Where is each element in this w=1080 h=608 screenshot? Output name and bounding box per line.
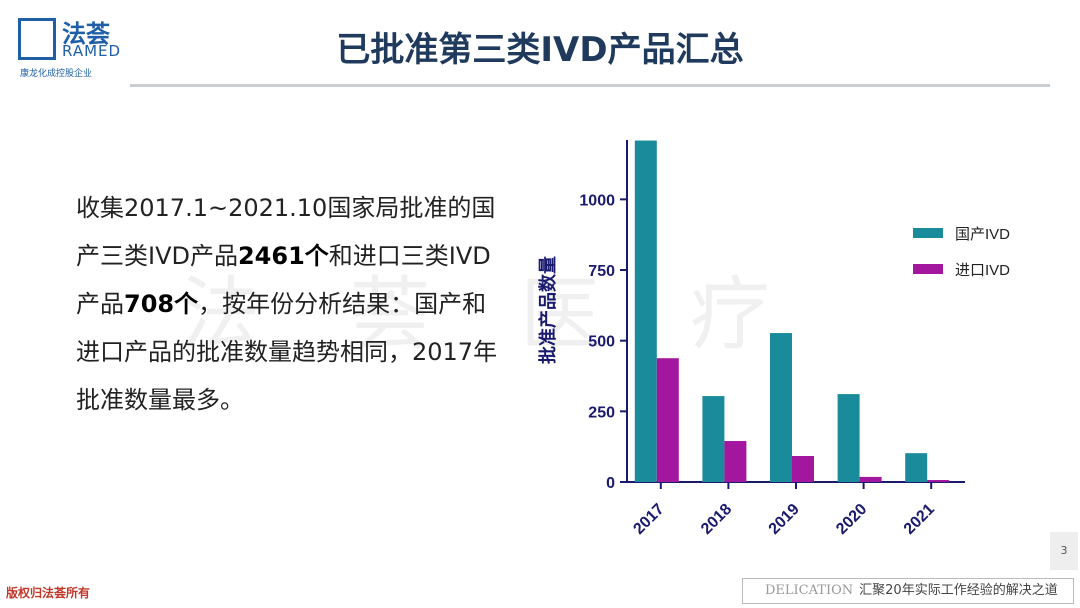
title-rule — [130, 84, 1050, 87]
text: ，按年份分析结果：国产和进口产品的批准数量趋势相同，2017年批准数量最多。 — [76, 290, 498, 414]
page-number: 3 — [1050, 532, 1078, 570]
bar — [905, 453, 928, 482]
y-axis-label: 批准产品数量 — [537, 256, 558, 364]
bar — [770, 333, 792, 482]
watermark: 法荟医疗 — [180, 268, 860, 361]
logo-text: 法荟 — [62, 20, 110, 48]
legend-swatch — [913, 228, 943, 238]
copyright: 版权归法荟所有 — [6, 586, 91, 600]
bar — [792, 455, 814, 482]
bar — [656, 358, 679, 482]
brand: DELICATION — [765, 583, 854, 598]
highlight: 2461个 — [237, 242, 329, 270]
logo-mark — [18, 18, 56, 60]
y-tick-label: 1000 — [579, 192, 615, 209]
x-tick-label: 2019 — [766, 501, 803, 538]
y-tick-label: 500 — [588, 334, 615, 351]
footer-banner: DELICATION 汇聚20年实际工作经验的解决之道 — [742, 578, 1074, 604]
y-tick-label: 0 — [606, 475, 615, 492]
logo-text: RAMED — [62, 42, 122, 60]
highlight: 708个 — [124, 290, 199, 318]
x-tick-label: 2021 — [901, 501, 938, 538]
legend-swatch — [913, 264, 943, 274]
x-tick-label: 2018 — [698, 501, 735, 538]
bar — [859, 476, 882, 482]
text: 和进口三类IVD产品 — [76, 242, 491, 318]
slide-title: 已批准第三类IVD产品汇总 — [336, 30, 744, 70]
y-tick-label: 250 — [588, 404, 615, 421]
summary-text: 收集2017.1~2021.10国家局批准的国产三类IVD产品2461个和进口三… — [76, 184, 506, 424]
bar — [837, 394, 860, 482]
bar — [702, 396, 725, 482]
slogan: 汇聚20年实际工作经验的解决之道 — [859, 583, 1058, 598]
bar — [724, 441, 747, 482]
legend-label: 国产IVD — [955, 226, 1010, 243]
chart: 批准产品数量 0 250 500 750 1000 2017 2018 2019 2020 202… — [537, 140, 1010, 538]
logo-subtitle: 康龙化成控股企业 — [20, 69, 93, 79]
bar — [927, 480, 950, 482]
bar — [634, 140, 657, 482]
x-tick-label: 2017 — [630, 501, 667, 538]
legend-label: 进口IVD — [955, 262, 1010, 279]
x-tick-label: 2020 — [833, 501, 870, 538]
y-tick-label: 750 — [588, 263, 615, 280]
text: 收集2017.1~2021.10国家局批准的国产三类IVD产品 — [76, 194, 496, 270]
